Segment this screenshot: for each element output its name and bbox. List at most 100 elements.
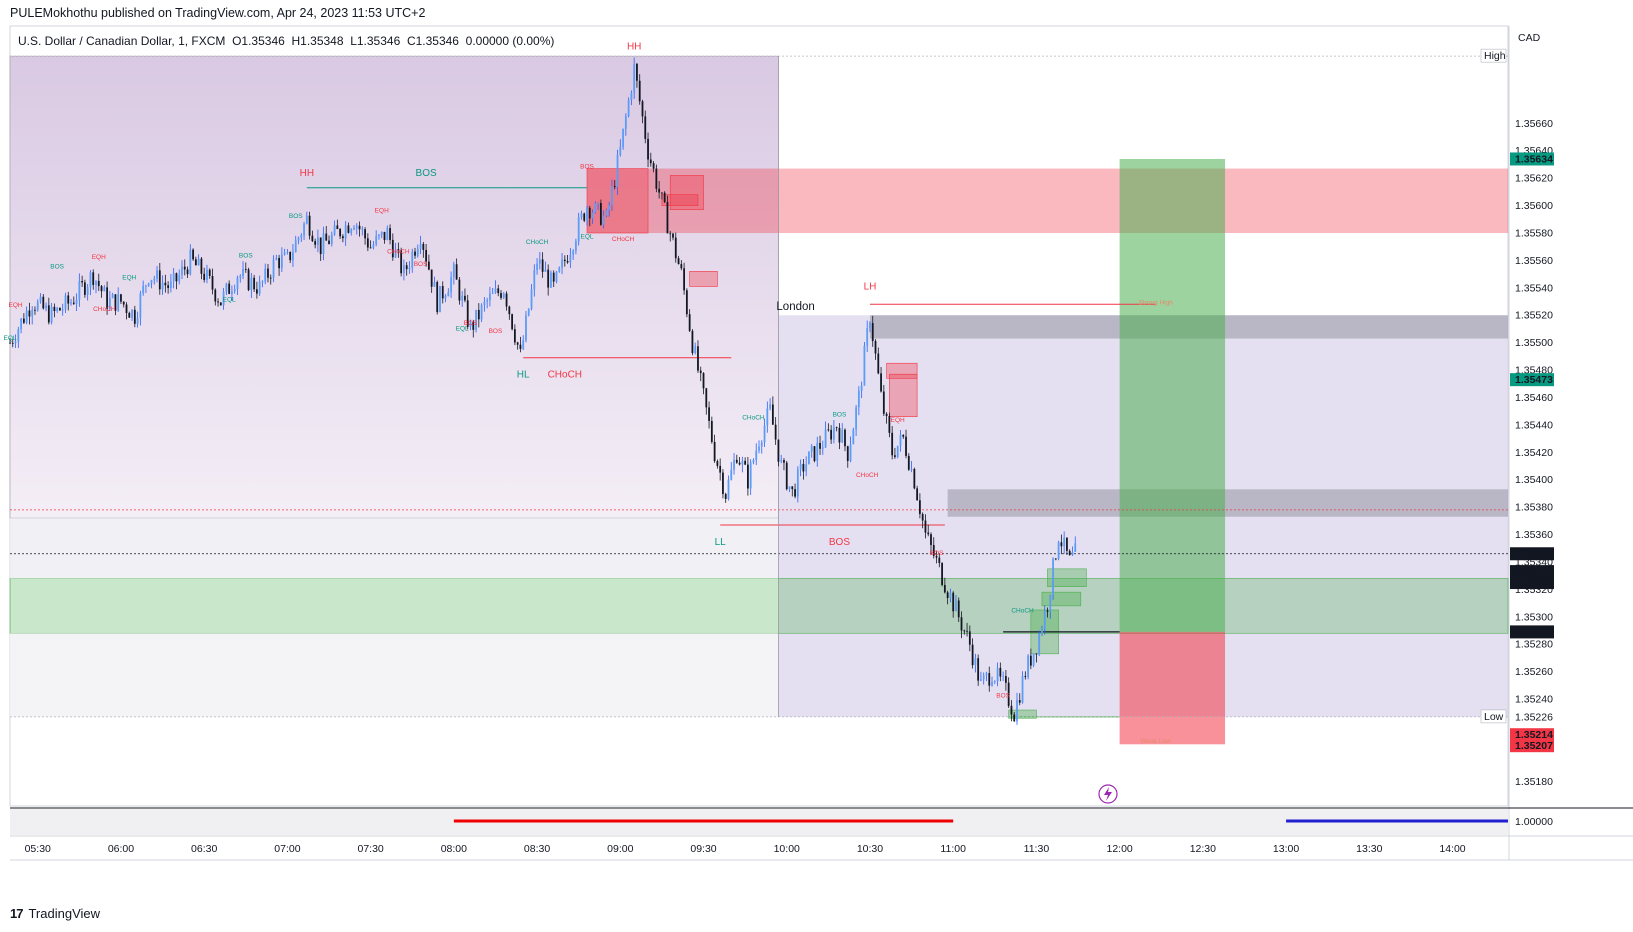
candle (464, 295, 466, 301)
candle (120, 294, 122, 302)
structure-label: HH (300, 168, 314, 179)
candle (305, 215, 308, 224)
candle (685, 290, 688, 315)
time-tick-label: 09:30 (690, 843, 716, 855)
candle (846, 446, 849, 461)
candle (602, 215, 605, 225)
candle (347, 225, 350, 233)
candle (458, 279, 461, 301)
order-block-bull (1047, 568, 1087, 587)
candle (100, 286, 103, 292)
candle (716, 461, 719, 466)
candle (830, 429, 833, 440)
candle (328, 240, 330, 245)
candle (369, 247, 372, 249)
candle (547, 269, 550, 288)
candle (649, 159, 652, 164)
structure-label-small: EQH (9, 302, 23, 309)
candle (1046, 610, 1049, 612)
price-badge (1510, 576, 1554, 590)
candle (777, 439, 780, 462)
time-tick-label: 12:30 (1190, 843, 1216, 855)
structure-label-small: BOS (239, 253, 253, 260)
candle (330, 234, 333, 245)
candle (605, 210, 608, 216)
candle (591, 212, 594, 219)
candle (217, 301, 219, 303)
candle (483, 301, 486, 305)
candle (575, 241, 577, 251)
candle (280, 254, 283, 269)
candle (489, 293, 491, 301)
candle (522, 340, 525, 349)
candle (594, 203, 597, 213)
candle (486, 300, 489, 302)
time-tick-label: 11:30 (1024, 843, 1050, 855)
tradingview-brand[interactable]: 17 TradingView (10, 906, 100, 921)
order-block-bear (886, 362, 918, 379)
price-badge-label: 1.35634 (1515, 153, 1553, 165)
structure-label-small: CHoCH (1011, 608, 1034, 615)
candle (699, 370, 702, 374)
candle (785, 462, 788, 490)
price-tick-label: 1.35420 (1515, 447, 1553, 459)
price-tick-label: 1.35440 (1515, 419, 1553, 431)
candle (810, 446, 813, 452)
candle (1043, 610, 1046, 630)
structure-label-small: BOS (464, 320, 478, 327)
time-tick-label: 08:00 (441, 843, 467, 855)
candle (833, 427, 835, 440)
candle (1052, 558, 1054, 596)
tradingview-logo-icon: 17 (10, 906, 24, 921)
candle (802, 463, 805, 472)
candle (516, 342, 519, 345)
candle (999, 667, 1002, 677)
candle (763, 425, 766, 443)
candle (391, 239, 394, 258)
candle (824, 429, 827, 448)
candle (627, 99, 630, 117)
candle (525, 315, 527, 341)
structure-label: CHoCH (548, 370, 582, 381)
candle (194, 259, 197, 266)
candle (441, 286, 444, 299)
candle (563, 259, 566, 262)
candle (317, 237, 319, 245)
candle (358, 225, 361, 230)
candle (905, 436, 907, 456)
candle (508, 306, 511, 315)
candle (466, 300, 469, 327)
price-tick-label: 1.35560 (1515, 255, 1553, 267)
candle (452, 264, 455, 278)
candle (644, 116, 647, 139)
candle (219, 302, 222, 306)
zone-supply (587, 168, 1508, 233)
candle (61, 309, 64, 311)
candle (122, 301, 125, 305)
candle (475, 309, 477, 330)
structure-label-small: CHoCH (526, 239, 549, 246)
price-badge-label: 1.35207 (1515, 740, 1553, 752)
candle (841, 429, 844, 443)
candle (952, 592, 955, 612)
structure-label: HH (627, 42, 641, 53)
candle (164, 282, 167, 286)
candle (153, 278, 156, 281)
structure-label-small: BOS (489, 328, 503, 335)
price-badge-label: 00:34 (1515, 566, 1542, 578)
order-block-bear (689, 271, 718, 287)
candle (433, 282, 436, 287)
candle (982, 675, 985, 680)
candle (97, 280, 100, 287)
price-tick-label: 1.35400 (1515, 474, 1553, 486)
candle (935, 555, 938, 558)
candle (927, 532, 930, 535)
candle (794, 489, 796, 497)
candle (747, 464, 749, 489)
candle (663, 192, 666, 203)
price-tick-label: 1.35460 (1515, 392, 1553, 404)
candle (702, 373, 705, 389)
position-profit-zone (1119, 158, 1226, 632)
candle (538, 259, 541, 264)
